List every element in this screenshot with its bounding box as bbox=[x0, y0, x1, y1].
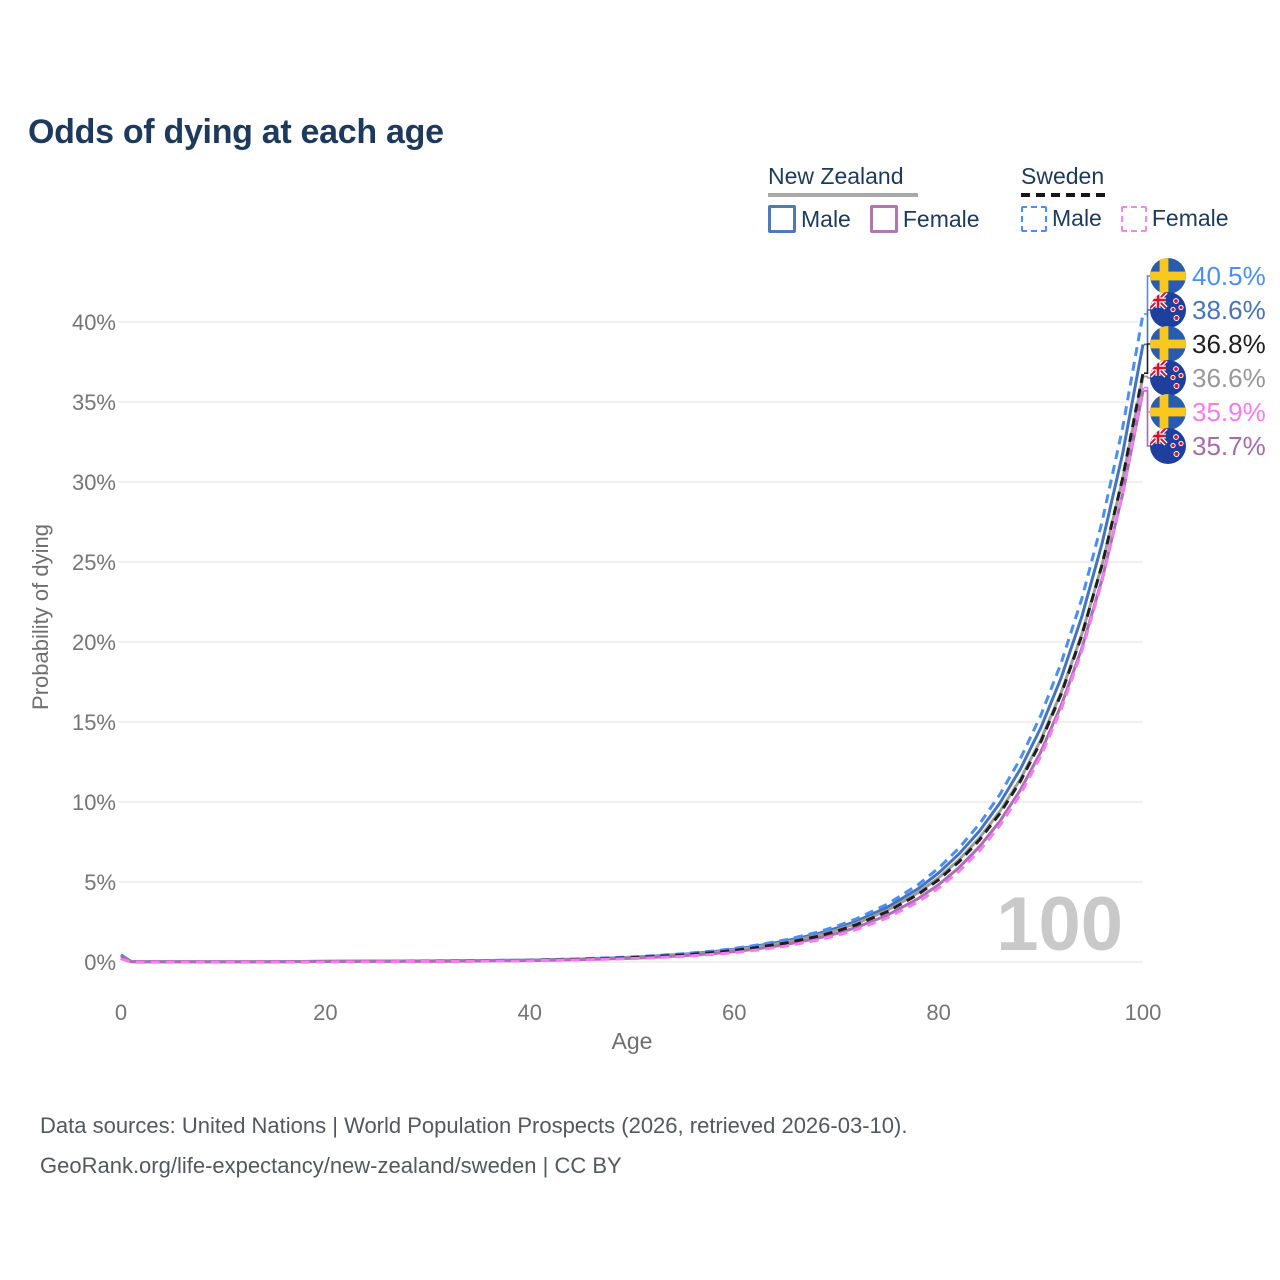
nz-male-checkbox-icon[interactable] bbox=[768, 205, 796, 233]
se-male-checkbox-icon[interactable] bbox=[1021, 205, 1047, 232]
series-line-nz_male bbox=[120, 344, 1145, 964]
y-tick-label: 0% bbox=[84, 950, 116, 975]
legend-underline-new-zealand bbox=[768, 193, 918, 197]
legend-group-sweden: Sweden Male Female bbox=[1021, 163, 1229, 232]
attribution-text: GeoRank.org/life-expectancy/new-zealand/… bbox=[40, 1153, 622, 1178]
x-tick-label: 0 bbox=[115, 1000, 127, 1025]
end-label-leader-se_overall bbox=[1144, 343, 1150, 374]
sweden-flag-icon bbox=[1150, 258, 1186, 294]
data-sources-text: Data sources: United Nations | World Pop… bbox=[40, 1113, 908, 1138]
y-tick-label: 5% bbox=[84, 870, 116, 895]
end-label-leader-se_male bbox=[1144, 275, 1150, 315]
end-label-value-se_female: 35.9% bbox=[1192, 397, 1266, 427]
y-tick-label: 15% bbox=[72, 710, 116, 735]
sweden-flag-icon bbox=[1150, 326, 1186, 362]
x-tick-label: 80 bbox=[926, 1000, 950, 1025]
end-label-value-nz_male: 38.6% bbox=[1192, 295, 1266, 325]
legend-toggle-nz-female[interactable]: Female bbox=[869, 205, 980, 233]
end-label-leader-nz_female bbox=[1144, 390, 1150, 447]
legend-country-new-zealand: New Zealand bbox=[768, 163, 904, 189]
new-zealand-flag-icon bbox=[1150, 292, 1186, 328]
legend-country-sweden: Sweden bbox=[1021, 163, 1105, 189]
legend-group-new-zealand: New Zealand Male Female bbox=[768, 163, 980, 233]
page-title: Odds of dying at each age bbox=[28, 112, 444, 151]
nz-female-checkbox-icon[interactable] bbox=[869, 205, 898, 233]
y-tick-label: 20% bbox=[72, 630, 116, 655]
end-label-value-nz_female: 35.7% bbox=[1192, 431, 1266, 461]
new-zealand-flag-icon bbox=[1150, 360, 1186, 396]
series-line-nz_female bbox=[120, 390, 1145, 964]
footer: Data sources: United Nations | World Pop… bbox=[40, 1106, 907, 1186]
y-tick-label: 10% bbox=[72, 790, 116, 815]
series-line-se_overall bbox=[120, 372, 1145, 964]
end-label-value-se_male: 40.5% bbox=[1192, 261, 1266, 291]
end-label-leader-nz_overall bbox=[1144, 375, 1150, 379]
legend-toggle-nz-male[interactable]: Male bbox=[768, 205, 851, 233]
series-line-se_female bbox=[120, 387, 1145, 964]
x-tick-label: 40 bbox=[518, 1000, 542, 1025]
legend-toggle-se-male[interactable]: Male bbox=[1021, 205, 1102, 232]
legend-toggle-se-female[interactable]: Female bbox=[1120, 205, 1229, 232]
x-tick-label: 20 bbox=[313, 1000, 337, 1025]
sweden-flag-icon bbox=[1150, 394, 1186, 430]
x-axis-title: Age bbox=[612, 1028, 653, 1054]
end-label-leader-nz_male bbox=[1144, 309, 1150, 346]
legend-underline-sweden bbox=[1021, 193, 1111, 197]
end-label-value-se_overall: 36.8% bbox=[1192, 329, 1266, 359]
se-female-checkbox-icon[interactable] bbox=[1120, 205, 1147, 232]
y-tick-label: 25% bbox=[72, 550, 116, 575]
x-tick-label: 60 bbox=[722, 1000, 746, 1025]
y-axis-title: Probability of dying bbox=[28, 524, 53, 710]
odds-of-dying-chart: 0% 5% 10% 15% 20% 25% 30% 35% 40% 0 20 40 60 80 100 Age… bbox=[28, 0, 1266, 1054]
series-line-se_male bbox=[120, 313, 1145, 964]
x-tick-label: 100 bbox=[1125, 1000, 1162, 1025]
end-label-value-nz_overall: 36.6% bbox=[1192, 363, 1266, 393]
series-line-nz_overall bbox=[120, 376, 1145, 964]
y-tick-label: 30% bbox=[72, 470, 116, 495]
y-tick-label: 40% bbox=[72, 310, 116, 335]
y-tick-label: 35% bbox=[72, 390, 116, 415]
new-zealand-flag-icon bbox=[1150, 428, 1186, 464]
age-watermark: 100 bbox=[996, 882, 1123, 967]
